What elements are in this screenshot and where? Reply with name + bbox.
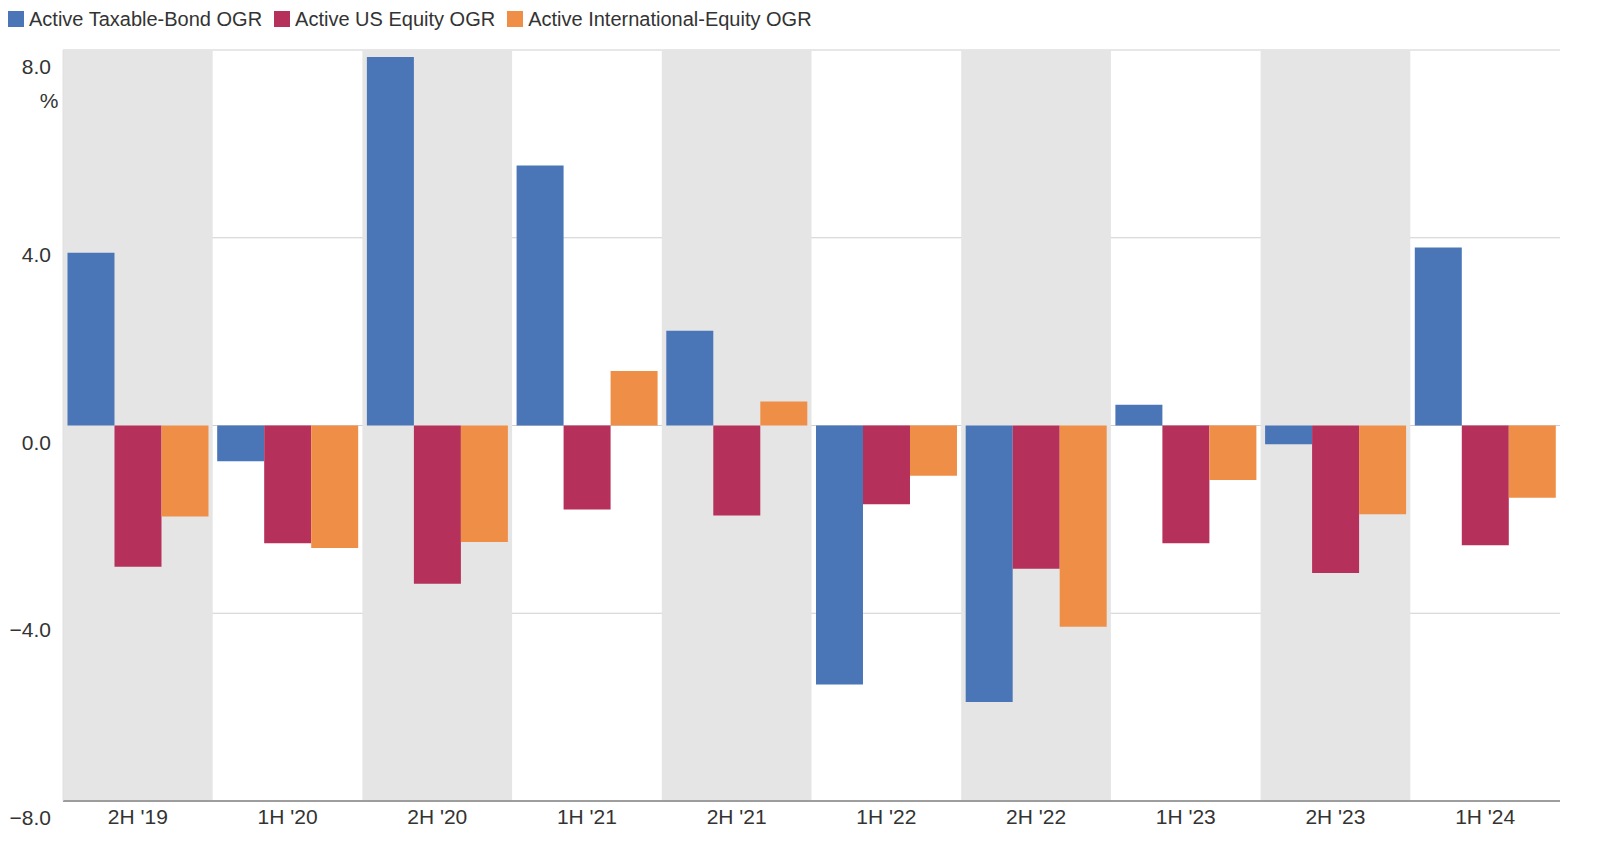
svg-text:4.0: 4.0	[22, 243, 51, 266]
html-text:Active US Equity OGR: Active US Equity OGR	[295, 7, 496, 30]
svg-text:1H '23: 1H '23	[1156, 805, 1216, 828]
svg-text:2H '20: 2H '20	[407, 805, 467, 828]
svg-text:2H '19: 2H '19	[108, 805, 168, 828]
html-text:Active Taxable-Bond OGR: Active Taxable-Bond OGR	[29, 7, 263, 30]
svg-text:1H '21: 1H '21	[557, 805, 617, 828]
svg-text:2H '21: 2H '21	[707, 805, 767, 828]
svg-text:2H '22: 2H '22	[1006, 805, 1066, 828]
svg-text:−8.0: −8.0	[10, 806, 51, 829]
svg-text:8.0: 8.0	[22, 55, 51, 78]
html-text:Active International-Equity OG: Active International-Equity OGR	[528, 7, 812, 30]
svg-text:0.0: 0.0	[22, 431, 51, 454]
svg-text:1H '24: 1H '24	[1455, 805, 1515, 828]
svg-text:1H '20: 1H '20	[258, 805, 318, 828]
svg-text:%: %	[40, 89, 59, 112]
svg-text:1H '22: 1H '22	[856, 805, 916, 828]
svg-text:2H '23: 2H '23	[1305, 805, 1365, 828]
svg-text:−4.0: −4.0	[10, 618, 51, 641]
